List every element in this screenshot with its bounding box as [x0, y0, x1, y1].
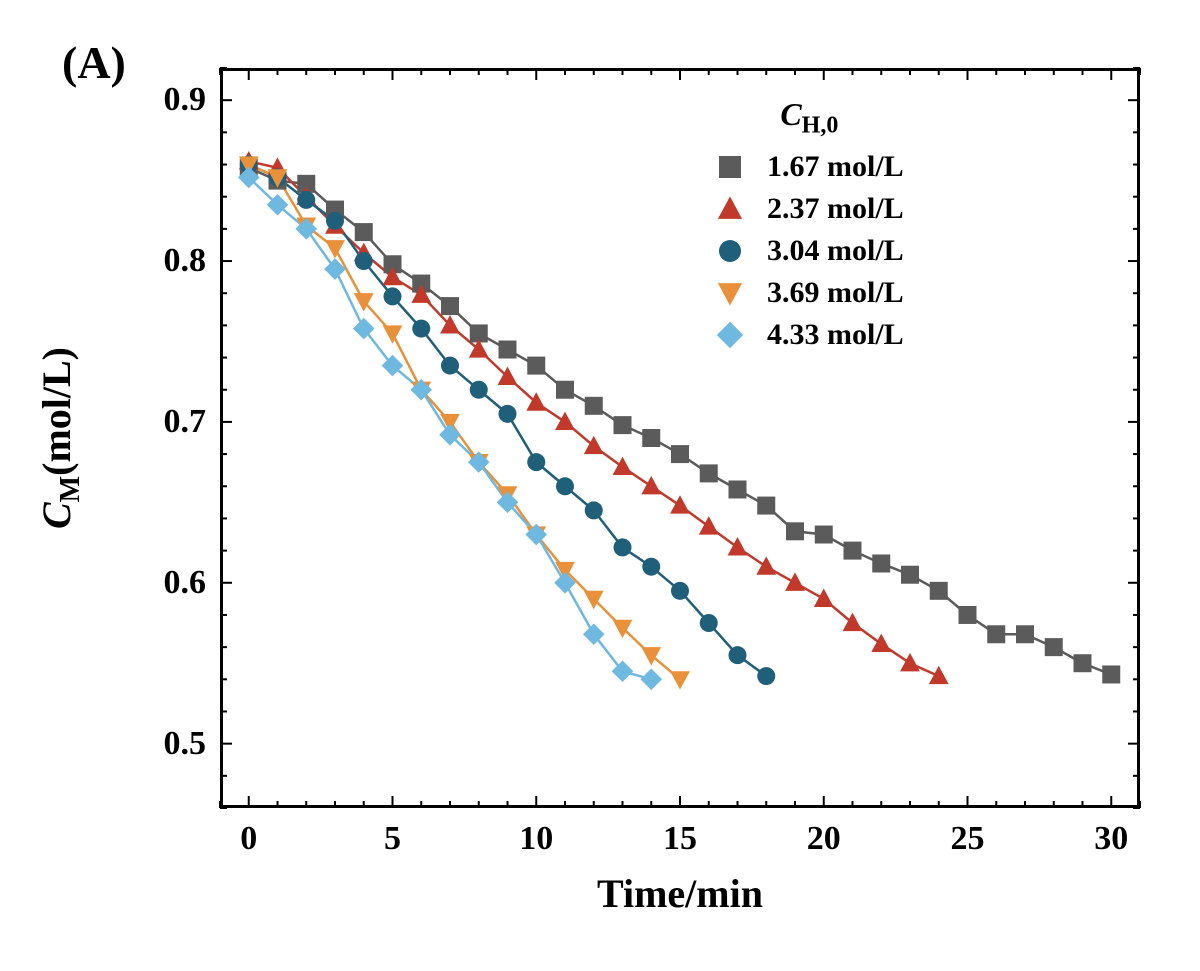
xtick-label: 10: [519, 820, 553, 858]
ytick-label: 0.7: [164, 403, 207, 441]
legend-item: 3.69 mol/L: [715, 275, 904, 311]
legend-item: 2.37 mol/L: [715, 191, 904, 227]
legend-label: 3.69 mol/L: [767, 276, 904, 310]
ytick-label: 0.9: [164, 81, 207, 119]
legend-marker-icon: [715, 236, 745, 266]
legend-item: 3.04 mol/L: [715, 233, 904, 269]
xtick-label: 30: [1094, 820, 1128, 858]
xtick-label: 0: [240, 820, 257, 858]
y-axis-label: CM(mol/L): [33, 347, 87, 529]
x-axis-label: Time/min: [597, 870, 763, 917]
ytick-label: 0.8: [164, 242, 207, 280]
xtick-label: 25: [951, 820, 985, 858]
xtick-label: 15: [663, 820, 697, 858]
legend-marker-icon: [715, 194, 745, 224]
legend-marker-icon: [715, 320, 745, 350]
legend-marker-icon: [715, 152, 745, 182]
xtick-label: 5: [384, 820, 401, 858]
legend-label: 1.67 mol/L: [767, 150, 904, 184]
xtick-label: 20: [807, 820, 841, 858]
legend-title: CH,0: [715, 96, 904, 139]
ytick-label: 0.5: [164, 725, 207, 763]
legend-label: 2.37 mol/L: [767, 192, 904, 226]
legend-marker-icon: [715, 278, 745, 308]
legend: CH,0 1.67 mol/L 2.37 mol/L 3.04 mol/L 3.69 …: [715, 96, 904, 359]
legend-item: 4.33 mol/L: [715, 317, 904, 353]
chart-container: (A) 0.50.60.70.80.9 051015202530 CM(mol/…: [0, 0, 1200, 971]
chart-svg: [0, 0, 1200, 971]
legend-label: 4.33 mol/L: [767, 318, 904, 352]
ytick-label: 0.6: [164, 564, 207, 602]
legend-label: 3.04 mol/L: [767, 234, 904, 268]
legend-item: 1.67 mol/L: [715, 149, 904, 185]
